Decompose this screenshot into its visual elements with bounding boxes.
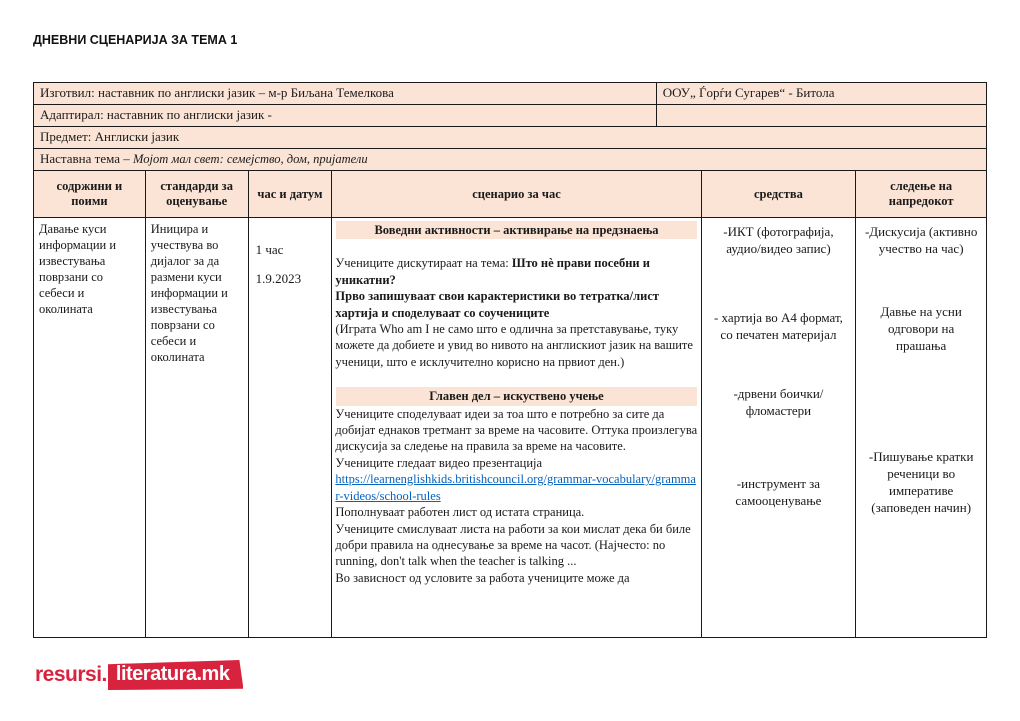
progress-item: Давње на усни одговори на прашања: [880, 304, 962, 353]
info-row-prepared: Изготвил: наставник по англиски јазик – …: [34, 83, 986, 105]
main-part-heading: Главен дел – искуствено учење: [336, 387, 697, 406]
lesson-plan-table: Изготвил: наставник по англиски јазик – …: [33, 82, 987, 638]
column-header-row: содржини и поими стандарди за оценување …: [34, 170, 986, 218]
resource-item: - хартија во А4 формат, со печатен матер…: [713, 310, 843, 342]
col-header-resources: средства: [702, 171, 857, 217]
adapted-by-cell: Адаптирал: наставник по англиски јазик -: [34, 105, 657, 126]
col-header-time: час и датум: [249, 171, 333, 217]
scenario-paragraph-1: Учениците дискутираат на тема: Што нè пр…: [335, 255, 697, 288]
scenario-paragraph-5: Учениците гледаат видео презентација: [335, 455, 543, 470]
progress-item: -Дискусија (активно учество на час): [864, 224, 978, 256]
scenario-paragraph-3: (Играта Who am I не само што е одлична з…: [335, 322, 693, 369]
video-link[interactable]: https://learnenglishkids.britishcouncil.…: [335, 472, 696, 503]
scenario-link-line: https://learnenglishkids.britishcouncil.…: [335, 471, 697, 504]
resource-item: -инструмент за самооценување: [735, 476, 822, 508]
lesson-hours: 1 час: [255, 242, 284, 257]
theme-value: Мојот мал свет: семејство, дом, пријател…: [133, 152, 368, 166]
scenario-paragraph-6: Пополнуваат работен лист од истата стран…: [335, 505, 585, 520]
resource-item: -ИКТ (фотографија, аудио/видео запис): [723, 224, 834, 256]
scenario-paragraph-7: Учениците смислуваат листа на работи за …: [335, 521, 691, 569]
logo-prefix-text: resursi.: [35, 663, 107, 686]
standards-cell: Иницира и учествува во дијалог за да раз…: [146, 218, 249, 637]
school-cell-empty: [657, 105, 986, 126]
resources-cell: -ИКТ (фотографија, аудио/видео запис) - …: [702, 218, 857, 637]
col-header-standards: стандарди за оценување: [146, 171, 249, 217]
info-row-subject: Предмет: Англиски јазик: [34, 127, 986, 149]
col-header-progress: следење на напредокот: [888, 179, 954, 208]
spacer: [335, 239, 697, 255]
scenario-paragraph-2: Прво запишуваат свои карактеристики во т…: [335, 289, 660, 320]
scenario-paragraph-8: Во зависност од условите за работа учени…: [335, 570, 630, 585]
intro-activities-heading: Воведни активности – активирање на предз…: [336, 221, 697, 240]
resource-item: -дрвени боички/ фломастери: [733, 386, 824, 418]
school-cell: ООУ„ Ѓорѓи Сугарев“ - Битола: [662, 85, 835, 100]
logo-banner-text: literatura.mk: [107, 660, 244, 690]
info-row-theme: Наставна тема – Мојот мал свет: семејств…: [34, 149, 986, 170]
subject-cell: Предмет: Англиски јазик: [40, 129, 180, 144]
col-header-scenario: сценарио за час: [332, 171, 702, 217]
scenario-paragraph-4: Учениците споделуваат идеи за тоа што е …: [335, 406, 698, 454]
scenario-p1-normal: Учениците дискутираат на тема:: [335, 256, 512, 271]
theme-label: Наставна тема –: [40, 151, 130, 166]
progress-cell: -Дискусија (активно учество на час) Давњ…: [856, 218, 986, 637]
scenario-p1-bold: Што нè прави посебни и уникатни?: [335, 256, 650, 287]
col-header-contents: содржини и поими: [34, 171, 146, 217]
progress-item: -Пишување кратки реченици во императиве …: [868, 449, 974, 515]
table-row: Давање куси информации и известувања пов…: [34, 218, 986, 637]
scenario-cell: Воведни активности – активирање на предз…: [332, 218, 702, 637]
spacer: [335, 370, 697, 386]
resursi-literatura-logo: resursi. literatura.mk: [35, 660, 244, 690]
theme-cell: Наставна тема – Мојот мал свет: семејств…: [34, 149, 986, 170]
contents-cell: Давање куси информации и известувања пов…: [34, 218, 146, 637]
info-row-adapted: Адаптирал: наставник по англиски јазик -: [34, 105, 986, 127]
page-title: ДНЕВНИ СЦЕНАРИЈА ЗА ТЕМА 1: [33, 33, 238, 47]
time-cell: 1 час 1.9.2023: [249, 218, 333, 637]
prepared-by-cell: Изготвил: наставник по англиски јазик – …: [34, 83, 657, 104]
lesson-date: 1.9.2023: [255, 271, 302, 286]
